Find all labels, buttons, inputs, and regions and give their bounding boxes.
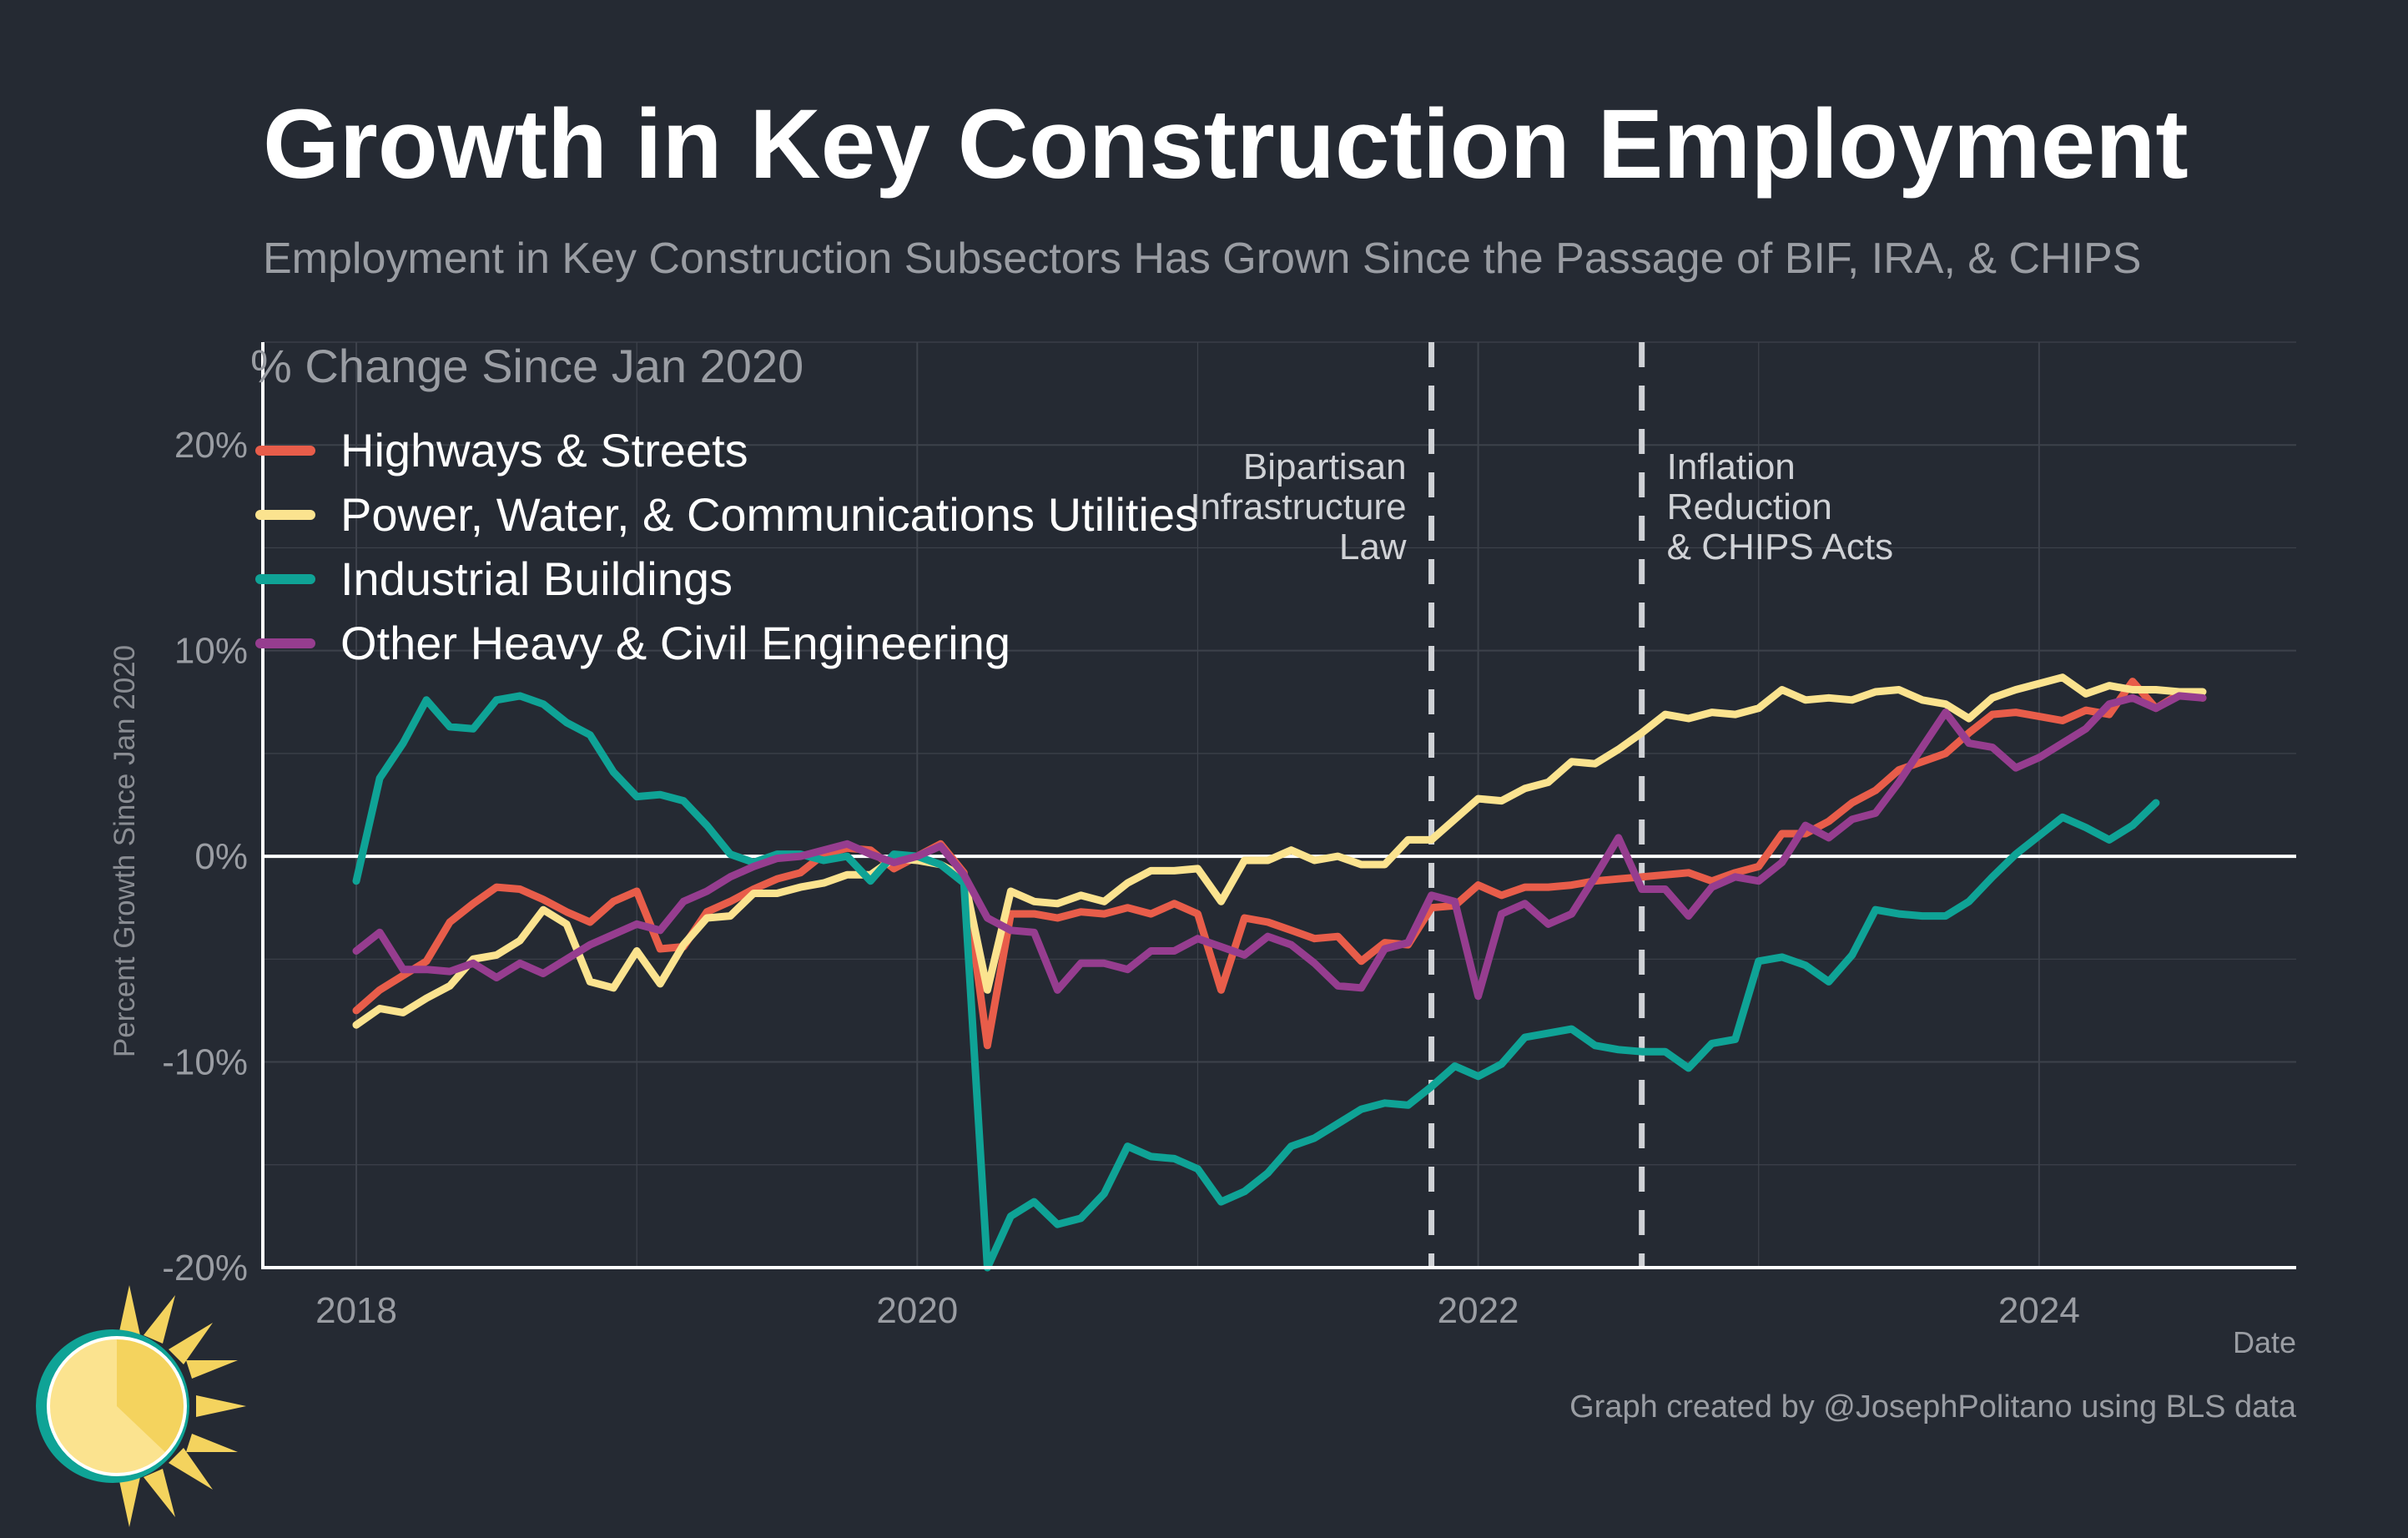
- chart-subtitle: Employment in Key Construction Subsector…: [263, 234, 2142, 283]
- y-tick-label: -10%: [162, 1042, 248, 1083]
- legend: % Change Since Jan 2020 Highways & Street…: [250, 340, 1198, 669]
- series-lines: [352, 673, 2207, 1272]
- axes: 20% 10% 0% -10% -20% 2018 2020 2022 2024: [162, 342, 2296, 1331]
- series-line-1: [352, 673, 2207, 1029]
- y-axis-title: Percent Growth Since Jan 2020: [108, 644, 141, 1058]
- y-tick-label: 20%: [174, 425, 248, 466]
- sun-logo-icon: [36, 1285, 246, 1527]
- chart-title: Growth in Key Construction Employment: [263, 89, 2189, 199]
- annotation-text: Bipartisan: [1243, 446, 1407, 487]
- legend-label: Highways & Streets: [340, 424, 748, 477]
- legend-title: % Change Since Jan 2020: [250, 340, 804, 392]
- annotation-text: & CHIPS Acts: [1667, 527, 1893, 567]
- annotation-text: Inflation: [1667, 446, 1796, 487]
- x-tick-label: 2024: [1998, 1290, 2080, 1331]
- y-tick-label: 10%: [174, 631, 248, 672]
- series-line-2: [352, 692, 2160, 1272]
- x-axis-title: Date: [2232, 1325, 2296, 1359]
- legend-label: Power, Water, & Communications Utilities: [340, 488, 1198, 541]
- policy-marker-lines: [1428, 342, 1645, 1268]
- legend-label: Other Heavy & Civil Engineering: [340, 617, 1010, 669]
- annotation-text: Reduction: [1667, 487, 1832, 527]
- series-line-0: [352, 678, 2207, 1050]
- series-line-3: [352, 692, 2207, 1001]
- x-tick-label: 2018: [315, 1290, 397, 1331]
- y-tick-label: 0%: [194, 836, 248, 877]
- annotation-text: Infrastructure: [1190, 487, 1406, 527]
- credit-text: Graph created by @JosephPolitano using B…: [1569, 1389, 2296, 1425]
- y-tick-label: -20%: [162, 1248, 248, 1288]
- legend-label: Industrial Buildings: [340, 552, 733, 605]
- x-tick-label: 2020: [876, 1290, 958, 1331]
- x-tick-label: 2022: [1438, 1290, 1519, 1331]
- annotation-text: Law: [1339, 527, 1407, 567]
